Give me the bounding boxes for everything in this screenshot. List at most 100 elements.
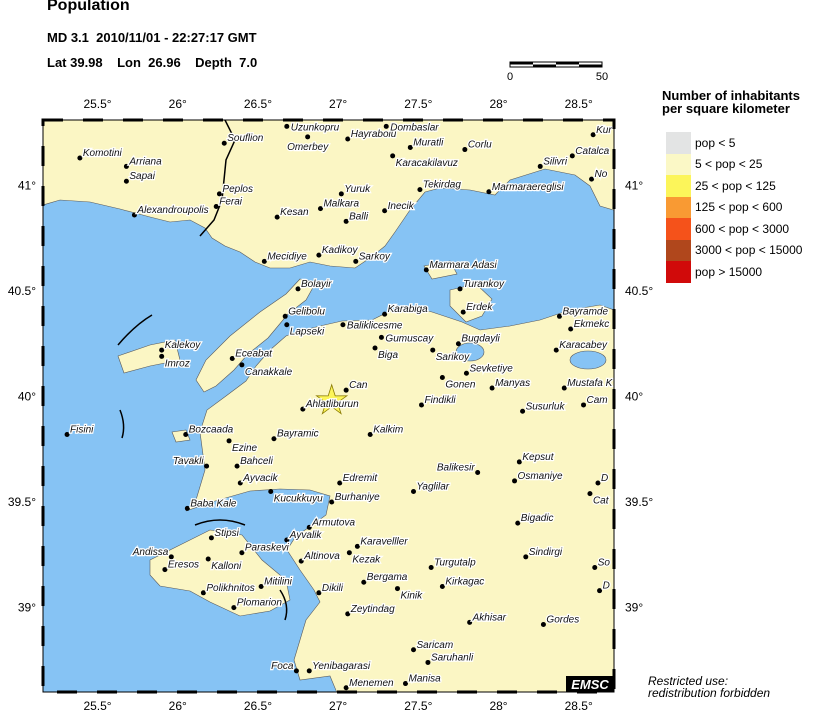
city-baba-kale[interactable]: Baba Kale <box>184 497 238 511</box>
city-foca[interactable]: Foca <box>270 660 299 674</box>
city-komotini[interactable]: Komotini <box>77 147 124 161</box>
city-zeytindag[interactable]: Zeytindag <box>345 603 396 617</box>
city-ezine[interactable]: Ezine <box>226 438 259 455</box>
city-sevketiye[interactable]: Sevketiye <box>463 362 514 376</box>
city-osmaniye[interactable]: Osmaniye <box>512 470 564 484</box>
city-bayramde[interactable]: Bayramde <box>556 305 610 319</box>
city-eresos[interactable]: Eresos <box>162 558 200 573</box>
city-bozcaada[interactable]: Bozcaada <box>183 423 235 437</box>
city-uzunkopru[interactable]: Uzunkopru <box>284 121 341 135</box>
city-findikli[interactable]: Findikli <box>419 394 458 408</box>
city-malkara[interactable]: Malkara <box>317 197 361 212</box>
city-kucukkuyu[interactable]: Kucukkuyu <box>268 488 324 506</box>
city-mustafa-k[interactable]: Mustafa K <box>561 377 614 391</box>
city-saricam[interactable]: Saricam <box>411 639 454 653</box>
city-saruhanli[interactable]: Saruhanli <box>425 651 475 665</box>
city-cam[interactable]: Cam <box>581 394 609 408</box>
city-kirkagac[interactable]: Kirkagac <box>439 575 486 589</box>
city-ferai[interactable]: Ferai <box>213 195 244 210</box>
city-menemen[interactable]: Menemen <box>343 677 395 691</box>
city-susurluk[interactable]: Susurluk <box>520 400 567 414</box>
city-sapai[interactable]: Sapai <box>123 170 157 184</box>
city-souflion[interactable]: Souflion <box>221 132 265 146</box>
city-can[interactable]: Can <box>343 379 369 393</box>
city-cat[interactable]: Cat <box>587 491 611 508</box>
city-lapseki[interactable]: Lapseki <box>284 322 326 339</box>
city-yuruk[interactable]: Yuruk <box>338 183 372 197</box>
city-imroz[interactable]: Imroz <box>159 353 191 371</box>
city-eceabat[interactable]: Eceabat <box>229 347 274 362</box>
city-sarkoy[interactable]: Sarkoy <box>353 250 392 264</box>
city-bergama[interactable]: Bergama <box>361 571 409 585</box>
city-karacabey[interactable]: Karacabey <box>553 339 609 353</box>
city-corlu[interactable]: Corlu <box>462 138 493 153</box>
city-karabiga[interactable]: Karabiga <box>382 303 429 317</box>
city-stipsi[interactable]: Stipsi <box>208 527 241 541</box>
city-yaglilar[interactable]: Yaglilar <box>411 480 451 494</box>
city-paraskevi[interactable]: Paraskevi <box>239 541 291 556</box>
city-d[interactable]: D <box>595 472 609 486</box>
city-marmaraereglisi[interactable]: Marmaraereglisi <box>486 181 566 195</box>
city-ahlatliburun[interactable]: Ahlatliburun <box>300 398 360 412</box>
city-akhisar[interactable]: Akhisar <box>467 611 508 625</box>
city-plomarion[interactable]: Plomarion <box>231 596 284 611</box>
city-so[interactable]: So <box>592 556 612 570</box>
city-bolayir[interactable]: Bolayir <box>295 278 334 292</box>
city-hayrabolu[interactable]: Hayrabolu <box>345 128 398 142</box>
city-sindirgi[interactable]: Sindirgi <box>523 546 564 560</box>
city-mitilini[interactable]: Mitilini <box>258 575 294 589</box>
city-ekmekc[interactable]: Ekmekc <box>568 318 611 332</box>
city-kepsut[interactable]: Kepsut <box>516 451 556 465</box>
city-kadikoy[interactable]: Kadikoy <box>316 244 360 258</box>
city-bigadic[interactable]: Bigadic <box>515 512 555 526</box>
city-gelibolu[interactable]: Gelibolu <box>282 305 327 319</box>
city-canakkale[interactable]: Canakkale <box>239 362 294 379</box>
city-polikhnitos[interactable]: Polikhnitos <box>200 582 256 596</box>
city-bayramic[interactable]: Bayramic <box>271 427 320 442</box>
city-kalekoy[interactable]: Kalekoy <box>159 339 203 353</box>
city-karavelller[interactable]: Karavelller <box>354 535 410 549</box>
city-gordes[interactable]: Gordes <box>540 613 580 627</box>
city-manyas[interactable]: Manyas <box>489 377 531 391</box>
city-yenibagarasi[interactable]: Yenibagarasi <box>306 660 372 674</box>
city-karacakilavuz[interactable]: Karacakilavuz <box>390 153 459 170</box>
city-peplos[interactable]: Peplos <box>216 183 254 197</box>
city-biga[interactable]: Biga <box>372 345 400 362</box>
city-alexandroupolis[interactable]: Alexandroupolis <box>131 204 210 218</box>
city-turankoy[interactable]: Turankoy <box>457 278 506 292</box>
city-burhaniye[interactable]: Burhaniye <box>329 491 381 505</box>
city-gonen[interactable]: Gonen <box>439 375 477 392</box>
city-gumuscay[interactable]: Gumuscay <box>378 332 435 346</box>
city-sarikoy[interactable]: Sarikoy <box>430 347 471 364</box>
city-balikesir[interactable]: Balikesir <box>436 461 481 475</box>
city-kalloni[interactable]: Kalloni <box>205 556 243 573</box>
city-dombaslar[interactable]: Dombaslar <box>383 121 441 135</box>
city-kalkim[interactable]: Kalkim <box>367 423 404 437</box>
city-baliklicesme[interactable]: Baliklicesme <box>340 319 404 333</box>
city-bugdayli[interactable]: Bugdayli <box>455 332 502 347</box>
city-d[interactable]: D <box>597 579 611 594</box>
city-kur[interactable]: Kur <box>590 124 614 138</box>
city-tekirdag[interactable]: Tekirdag <box>417 178 463 193</box>
city-turgutalp[interactable]: Turgutalp <box>428 556 477 570</box>
city-andissa[interactable]: Andissa <box>130 546 174 560</box>
city-marmara-adasi[interactable]: Marmara Adasi <box>423 259 499 273</box>
city-muratli[interactable]: Muratli <box>407 136 445 150</box>
city-fisini[interactable]: Fisini <box>64 423 95 437</box>
city-kesan[interactable]: Kesan <box>274 206 310 220</box>
city-balli[interactable]: Balli <box>343 210 370 224</box>
city-dikili[interactable]: Dikili <box>316 582 345 596</box>
city-inecik[interactable]: Inecik <box>382 200 416 214</box>
city-kezak[interactable]: Kezak <box>346 550 382 567</box>
city-ayvalik[interactable]: Ayvalik <box>284 529 324 543</box>
city-erdek[interactable]: Erdek <box>460 301 495 315</box>
city-manisa[interactable]: Manisa <box>402 672 442 687</box>
city-armutova[interactable]: Armutova <box>306 516 357 530</box>
city-bahceli[interactable]: Bahceli <box>234 455 275 469</box>
city-edremit[interactable]: Edremit <box>337 472 380 486</box>
city-catalca[interactable]: Catalca <box>569 145 611 159</box>
city-mecidiye[interactable]: Mecidiye <box>261 250 308 264</box>
city-arriana[interactable]: Arriana <box>123 155 163 169</box>
city-tavakli[interactable]: Tavakli <box>172 455 210 469</box>
city-altinova[interactable]: Altinova <box>298 550 341 564</box>
